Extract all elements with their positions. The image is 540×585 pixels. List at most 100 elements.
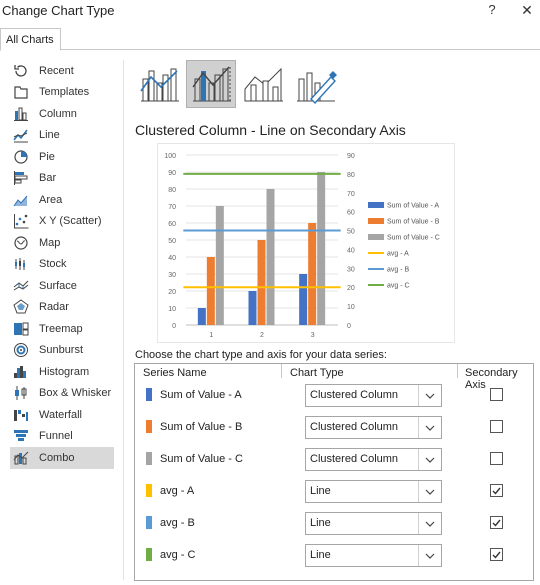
sidebar-item-radar[interactable]: Radar bbox=[10, 297, 114, 319]
sidebar-item-label: Recent bbox=[39, 64, 74, 77]
subtype-custom-combination-button[interactable] bbox=[290, 60, 340, 108]
histogram-icon bbox=[12, 364, 30, 380]
legend-label: Sum of Value - B bbox=[387, 219, 440, 226]
legend-label: Sum of Value - C bbox=[387, 235, 440, 242]
sidebar-item-treemap[interactable]: Treemap bbox=[10, 318, 114, 340]
header-divider bbox=[281, 364, 282, 378]
area-icon bbox=[12, 192, 30, 208]
sidebar-item-label: Templates bbox=[39, 86, 90, 99]
secondary-axis-checkbox[interactable] bbox=[490, 484, 503, 497]
sidebar-item-box-whisker[interactable]: Box & Whisker bbox=[10, 383, 114, 405]
secondary-axis-checkbox[interactable] bbox=[490, 548, 503, 561]
subtype-title: Clustered Column - Line on Secondary Axi… bbox=[135, 122, 406, 138]
chart-type-dropdown[interactable]: Clustered Column bbox=[305, 384, 442, 407]
legend-label: avg - C bbox=[387, 283, 410, 290]
recent-icon bbox=[12, 63, 30, 79]
y-tick-label: 50 bbox=[168, 238, 176, 245]
combo-icon bbox=[12, 450, 30, 466]
chart-type-dropdown[interactable]: Line bbox=[305, 544, 442, 567]
chevron-down-icon[interactable] bbox=[418, 513, 441, 534]
y-tick-label: 10 bbox=[168, 306, 176, 313]
sidebar-item-label: X Y (Scatter) bbox=[39, 215, 102, 228]
column-bar bbox=[257, 240, 266, 325]
sidebar-item-pie[interactable]: Pie bbox=[10, 146, 114, 168]
sidebar-item-surface[interactable]: Surface bbox=[10, 275, 114, 297]
sidebar-item-recent[interactable]: Recent bbox=[10, 60, 114, 82]
y2-tick-label: 80 bbox=[347, 172, 355, 179]
chevron-down-icon[interactable] bbox=[418, 481, 441, 502]
chart-type-sidebar: Recent Templates Column Line Pie Bar Area X Y (… bbox=[10, 60, 114, 469]
column-bar bbox=[248, 291, 257, 325]
sidebar-item-column[interactable]: Column bbox=[10, 103, 114, 125]
map-icon bbox=[12, 235, 30, 251]
chart-type-value: Clustered Column bbox=[310, 421, 399, 433]
legend-label: avg - A bbox=[387, 251, 409, 258]
column-bar bbox=[308, 223, 317, 325]
series-color-swatch bbox=[146, 452, 152, 465]
sidebar-item-waterfall[interactable]: Waterfall bbox=[10, 404, 114, 426]
help-button[interactable]: ? bbox=[488, 2, 496, 17]
series-row: avg - B Line bbox=[135, 508, 533, 540]
secondary-axis-checkbox[interactable] bbox=[490, 420, 503, 433]
chart-type-dropdown[interactable]: Clustered Column bbox=[305, 416, 442, 439]
chart-type-dropdown[interactable]: Line bbox=[305, 480, 442, 503]
secondary-axis-checkbox[interactable] bbox=[490, 388, 503, 401]
close-button[interactable]: ✕ bbox=[521, 2, 533, 18]
chevron-down-icon[interactable] bbox=[418, 385, 441, 406]
series-row: Sum of Value - A Clustered Column bbox=[135, 380, 533, 412]
sidebar-item-sunburst[interactable]: Sunburst bbox=[10, 340, 114, 362]
checkmark-icon bbox=[492, 551, 501, 559]
chart-preview: 100 90 80 70 60 50 40 30 20 10 0 90 80 70 60 50 40 30 20 10… bbox=[157, 143, 455, 343]
sidebar-item-label: Box & Whisker bbox=[39, 387, 112, 400]
header-series-name: Series Name bbox=[143, 367, 207, 379]
secondary-axis-checkbox[interactable] bbox=[490, 452, 503, 465]
treemap-icon bbox=[12, 321, 30, 337]
sidebar-item-label: Waterfall bbox=[39, 408, 82, 421]
series-instructions: Choose the chart type and axis for your … bbox=[135, 349, 387, 361]
x-tick-label: 1 bbox=[209, 332, 213, 339]
y2-tick-label: 40 bbox=[347, 247, 355, 254]
header-chart-type: Chart Type bbox=[290, 367, 344, 379]
sidebar-item-combo[interactable]: Combo bbox=[10, 447, 114, 469]
chevron-down-icon[interactable] bbox=[418, 417, 441, 438]
sidebar-item-label: Bar bbox=[39, 172, 57, 185]
tab-all-charts[interactable]: All Charts bbox=[0, 28, 61, 51]
series-color-swatch bbox=[146, 516, 152, 529]
subtype-clustered-column-line-button[interactable] bbox=[134, 60, 184, 108]
chart-type-dropdown[interactable]: Line bbox=[305, 512, 442, 535]
sidebar-item-area[interactable]: Area bbox=[10, 189, 114, 211]
series-name: avg - B bbox=[160, 517, 195, 529]
y-tick-label: 30 bbox=[168, 272, 176, 279]
series-name: avg - A bbox=[160, 485, 195, 497]
sidebar-item-funnel[interactable]: Funnel bbox=[10, 426, 114, 448]
y-tick-label: 80 bbox=[168, 187, 176, 194]
subtype-stacked-area-clustered-column-button[interactable] bbox=[238, 60, 288, 108]
sidebar-item-label: Histogram bbox=[39, 365, 90, 378]
series-row: avg - C Line bbox=[135, 540, 533, 572]
tab-row: All Charts bbox=[0, 28, 540, 51]
sidebar-item-bar[interactable]: Bar bbox=[10, 168, 114, 190]
sidebar-item-templates[interactable]: Templates bbox=[10, 82, 114, 104]
chart-type-dropdown[interactable]: Clustered Column bbox=[305, 448, 442, 471]
chevron-down-icon[interactable] bbox=[418, 449, 441, 470]
line-icon bbox=[12, 127, 30, 143]
sidebar-item-histogram[interactable]: Histogram bbox=[10, 361, 114, 383]
series-table: Series Name Chart Type Secondary Axis Su… bbox=[134, 363, 534, 581]
chart-type-value: Line bbox=[310, 517, 331, 529]
clustered-column-line-secondary-icon bbox=[189, 61, 233, 108]
chart-type-value: Line bbox=[310, 549, 331, 561]
chevron-down-icon[interactable] bbox=[418, 545, 441, 566]
x-tick-label: 2 bbox=[260, 332, 264, 339]
sidebar-item-map[interactable]: Map bbox=[10, 232, 114, 254]
sidebar-item-x-y-scatter[interactable]: X Y (Scatter) bbox=[10, 211, 114, 233]
box-whisker-icon bbox=[12, 385, 30, 401]
chart-type-value: Line bbox=[310, 485, 331, 497]
sidebar-item-line[interactable]: Line bbox=[10, 125, 114, 147]
y-tick-label: 0 bbox=[172, 323, 176, 330]
secondary-axis-checkbox[interactable] bbox=[490, 516, 503, 529]
sidebar-item-stock[interactable]: Stock bbox=[10, 254, 114, 276]
series-name: avg - C bbox=[160, 549, 196, 561]
subtype-clustered-column-line-secondary-button[interactable] bbox=[186, 60, 236, 108]
y2-tick-label: 50 bbox=[347, 229, 355, 236]
column-icon bbox=[12, 106, 30, 122]
